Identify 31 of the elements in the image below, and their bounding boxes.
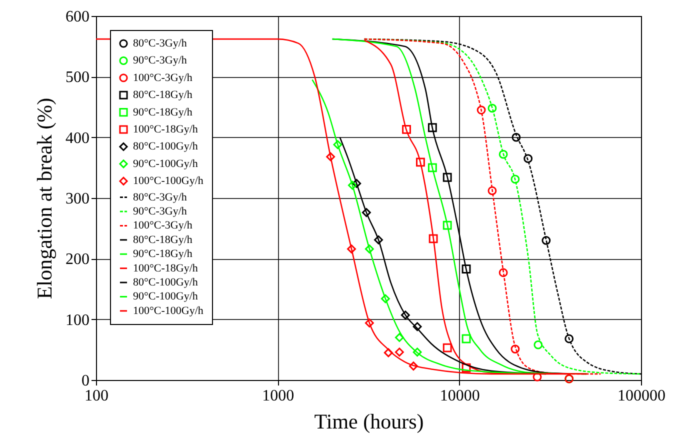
y-axis-title: Elongation at break (%) xyxy=(32,98,56,300)
legend-label: 80°C-3Gy/h xyxy=(133,38,188,50)
y-tick-label: 500 xyxy=(66,69,90,86)
legend-label: 80°C-18Gy/h xyxy=(133,89,193,102)
y-tick-label: 200 xyxy=(66,251,90,268)
x-tick-label: 1000 xyxy=(262,388,294,404)
x-axis-title: Time (hours) xyxy=(314,410,424,434)
y-tick-label: 300 xyxy=(66,190,90,208)
legend-label: 90°C-3Gy/h xyxy=(133,54,188,67)
x-tick-label: 100000 xyxy=(618,388,666,404)
legend-label: 90°C-18Gy/h xyxy=(133,248,193,260)
x-tick-label: 100 xyxy=(84,388,108,404)
legend-label: 80°C-100Gy/h xyxy=(133,276,198,288)
legend-label: 90°C-18Gy/h xyxy=(133,106,193,118)
y-tick-label: 600 xyxy=(66,8,90,26)
y-tick-label: 100 xyxy=(66,312,90,329)
legend-label: 100°C-3Gy/h xyxy=(133,72,193,84)
legend-label: 100°C-18Gy/h xyxy=(133,262,198,274)
y-tick-label: 400 xyxy=(66,130,90,147)
legend-label: 100°C-18Gy/h xyxy=(133,124,198,136)
legend-label: 80°C-100Gy/h xyxy=(133,140,198,153)
x-tick-label: 10000 xyxy=(440,388,480,404)
legend-label: 90°C-100Gy/h xyxy=(133,158,198,170)
legend-label: 80°C-18Gy/h xyxy=(133,234,193,246)
legend-label: 90°C-100Gy/h xyxy=(133,290,198,303)
legend-label: 80°C-3Gy/h xyxy=(133,191,188,204)
legend-label: 100°C-3Gy/h xyxy=(133,220,193,232)
legend-label: 100°C-100Gy/h xyxy=(133,304,204,317)
legend-label: 100°C-100Gy/h xyxy=(133,175,204,188)
y-tick-label: 0 xyxy=(82,372,90,390)
legend-label: 90°C-3Gy/h xyxy=(133,206,188,218)
